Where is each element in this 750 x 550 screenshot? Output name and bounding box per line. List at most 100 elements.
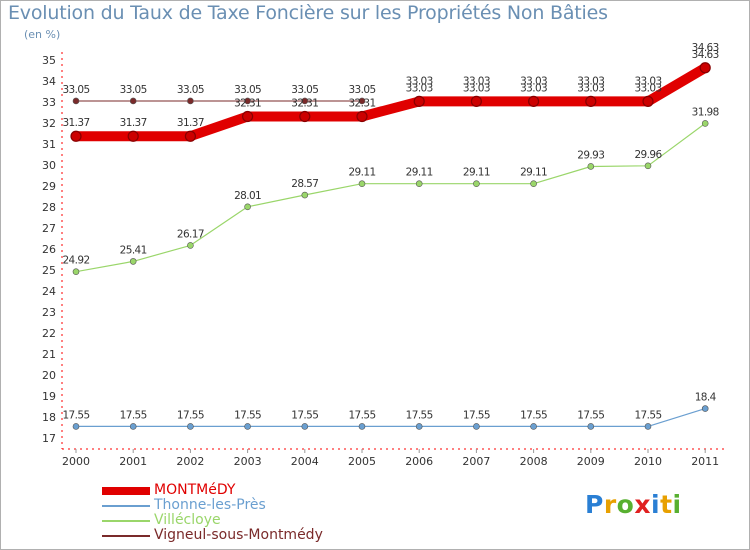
data-label-montm-dy-2011: 34.63 xyxy=(692,49,719,61)
series-point-vill-cloye-2009 xyxy=(587,163,595,170)
series-point-thonne-les-pr-s-2008 xyxy=(530,423,537,430)
logo-letter-2: r xyxy=(603,490,617,519)
series-point-vill-cloye-2000 xyxy=(72,268,80,275)
data-label-thonne-les-pr-s-2010: 17.55 xyxy=(634,409,661,421)
data-label-vill-cloye-2000: 24.92 xyxy=(62,255,89,267)
legend-swatch-thonne xyxy=(102,505,150,507)
data-label-montm-dy-2001: 31.37 xyxy=(120,117,147,129)
y-tick-label-17: 17 xyxy=(42,432,56,445)
series-point-vill-cloye-2008 xyxy=(530,180,537,187)
chart-title: Evolution du Taux de Taxe Foncière sur l… xyxy=(8,2,608,24)
series-point-thonne-les-pr-s-2000 xyxy=(72,423,80,430)
logo-letter-7: i xyxy=(672,490,682,519)
y-tick-label-35: 35 xyxy=(42,54,56,67)
y-tick-label-32: 32 xyxy=(42,117,56,130)
data-label-vill-cloye-2007: 29.11 xyxy=(463,167,490,179)
data-label-vill-cloye-2001: 25.41 xyxy=(120,244,147,256)
series-point-montm-dy-2011 xyxy=(699,62,711,74)
x-tick-label-2010: 2010 xyxy=(634,455,662,468)
series-point-montm-dy-2008 xyxy=(527,95,540,107)
data-label-thonne-les-pr-s-2008: 17.55 xyxy=(520,409,547,421)
series-point-vill-cloye-2011 xyxy=(701,120,709,127)
y-tick-label-26: 26 xyxy=(42,243,56,256)
data-label-montm-dy-2007: 33.03 xyxy=(463,82,490,94)
data-label-vill-cloye-2011: 31.98 xyxy=(692,106,719,118)
data-label-montm-dy-2005: 32.31 xyxy=(348,97,375,109)
data-label-montm-dy-2000: 31.37 xyxy=(62,117,89,129)
series-point-montm-dy-2004 xyxy=(299,110,311,123)
data-label-vill-cloye-2002: 26.17 xyxy=(177,228,204,240)
series-point-vigneul-sous-montm-dy-2002 xyxy=(187,97,194,105)
y-tick-label-28: 28 xyxy=(42,201,56,214)
legend-swatch-villecloye-mark xyxy=(102,520,150,522)
series-point-vill-cloye-2007 xyxy=(473,180,480,187)
series-point-thonne-les-pr-s-2002 xyxy=(187,423,194,430)
y-tick-label-23: 23 xyxy=(42,306,56,319)
legend-swatch-montmedy-mark xyxy=(102,487,150,495)
y-tick-label-19: 19 xyxy=(42,390,56,403)
y-tick-label-24: 24 xyxy=(42,285,56,298)
data-label-vill-cloye-2003: 28.01 xyxy=(234,190,261,202)
logo-letter-1: P xyxy=(585,490,604,519)
series-point-vill-cloye-2010 xyxy=(644,162,652,170)
logo-letter-4: x xyxy=(634,490,651,519)
data-label-thonne-les-pr-s-2004: 17.55 xyxy=(291,409,318,421)
series-point-vigneul-sous-montm-dy-2001 xyxy=(129,97,137,105)
data-label-overlap-2009: 33.03 xyxy=(577,75,604,87)
logo-letter-5: i xyxy=(651,490,661,519)
series-point-vill-cloye-2004 xyxy=(301,191,309,199)
data-label-vigneul-sous-montm-dy-2003: 33.05 xyxy=(234,84,261,96)
series-point-montm-dy-2009 xyxy=(585,95,597,107)
data-label-vill-cloye-2004: 28.57 xyxy=(291,178,318,190)
legend-swatch-villecloye xyxy=(102,520,150,522)
data-label-thonne-les-pr-s-2011: 18.4 xyxy=(695,392,717,404)
data-label-thonne-les-pr-s-2002: 17.55 xyxy=(177,409,204,421)
legend-label-villecloye: Villécloye xyxy=(154,512,221,528)
series-point-thonne-les-pr-s-2009 xyxy=(587,423,595,430)
series-point-thonne-les-pr-s-2006 xyxy=(415,423,423,430)
data-label-montm-dy-2010: 33.03 xyxy=(634,82,661,94)
data-label-overlap-2010: 33.03 xyxy=(634,75,661,87)
series-point-thonne-les-pr-s-2004 xyxy=(301,423,309,430)
x-tick-label-2000: 2000 xyxy=(62,455,90,468)
data-label-vill-cloye-2006: 29.11 xyxy=(406,167,433,179)
data-label-montm-dy-2002: 31.37 xyxy=(177,117,204,129)
data-label-vill-cloye-2010: 29.96 xyxy=(634,149,662,161)
legend-swatch-vigneul xyxy=(102,535,150,537)
proxiti-logo: Proxiti xyxy=(585,490,682,519)
legend-label-vigneul: Vigneul-sous-Montmédy xyxy=(154,527,323,543)
data-label-vill-cloye-2008: 29.11 xyxy=(520,167,547,179)
series-point-montm-dy-2000 xyxy=(70,130,82,142)
data-label-thonne-les-pr-s-2000: 17.55 xyxy=(62,409,89,421)
series-line-vill-cloye xyxy=(75,122,706,273)
data-label-thonne-les-pr-s-2003: 17.55 xyxy=(234,409,261,421)
x-tick-label-2011: 2011 xyxy=(691,455,719,468)
data-label-montm-dy-2008: 33.03 xyxy=(520,82,547,94)
data-label-thonne-les-pr-s-2007: 17.55 xyxy=(463,409,490,421)
series-point-montm-dy-2006 xyxy=(413,95,425,107)
data-label-vigneul-sous-montm-dy-2001: 33.05 xyxy=(120,84,147,96)
data-label-montm-dy-2009: 33.03 xyxy=(577,82,604,94)
series-point-vigneul-sous-montm-dy-2000 xyxy=(72,97,80,105)
data-label-vill-cloye-2005: 29.11 xyxy=(348,167,375,179)
data-label-overlap-2007: 33.03 xyxy=(463,75,490,87)
data-label-thonne-les-pr-s-2006: 17.55 xyxy=(406,409,433,421)
x-tick-label-2007: 2007 xyxy=(462,455,490,468)
data-label-montm-dy-2004: 32.31 xyxy=(291,97,318,109)
legend-label-montmedy: MONTMéDY xyxy=(154,482,236,498)
data-label-vigneul-sous-montm-dy-2002: 33.05 xyxy=(177,84,204,96)
series-point-vigneul-sous-montm-dy-2004 xyxy=(301,97,309,105)
x-tick-label-2002: 2002 xyxy=(176,455,204,468)
x-tick-label-2005: 2005 xyxy=(348,455,376,468)
y-tick-label-18: 18 xyxy=(42,411,56,424)
data-label-overlap-2011: 34.63 xyxy=(692,42,719,54)
legend-label-thonne: Thonne-les-Près xyxy=(154,497,266,513)
series-point-montm-dy-2005 xyxy=(356,110,368,123)
series-point-montm-dy-2007 xyxy=(470,95,482,107)
series-point-thonne-les-pr-s-2005 xyxy=(358,423,366,430)
data-label-overlap-2006: 33.03 xyxy=(406,75,433,87)
series-point-thonne-les-pr-s-2010 xyxy=(644,423,652,430)
series-point-vill-cloye-2002 xyxy=(187,242,194,249)
